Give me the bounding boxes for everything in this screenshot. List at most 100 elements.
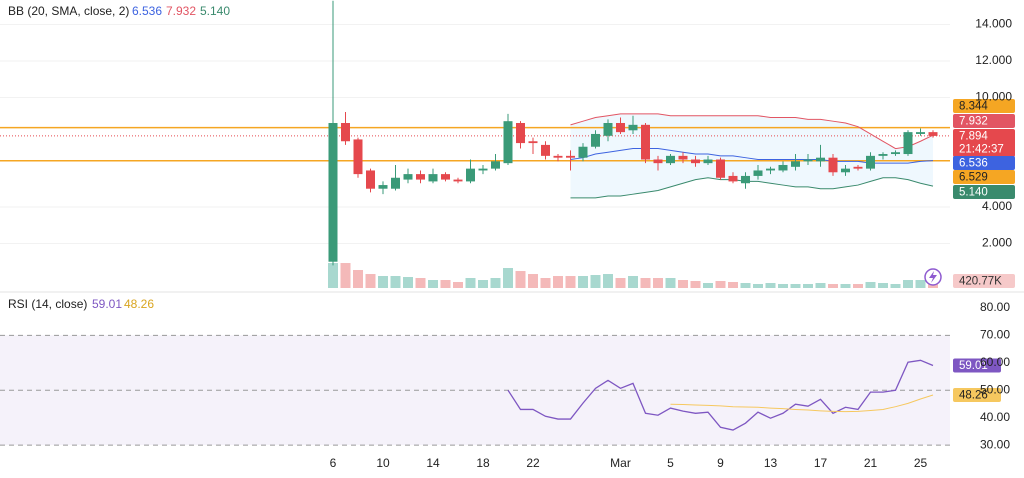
bb-legend-basis: 6.536 — [132, 4, 162, 18]
y-tick-label: 50.00 — [980, 382, 1010, 396]
price-badge-bg — [953, 129, 1015, 157]
level-badge-bg — [953, 99, 1015, 113]
volume-bar — [853, 284, 863, 288]
rsi-band — [0, 335, 950, 446]
alert-icon[interactable] — [924, 268, 942, 286]
volume-bar — [578, 276, 588, 288]
candle-body — [328, 123, 338, 262]
candle-body — [853, 166, 863, 169]
candle-body — [678, 155, 688, 160]
candle-body — [378, 185, 388, 189]
lower-badge: 5.140 — [959, 187, 988, 199]
y-tick-label: 30.00 — [980, 437, 1010, 451]
bb-legend-title: BB (20, SMA, close, 2) — [8, 4, 129, 18]
volume-bar — [503, 268, 513, 288]
candle-body — [341, 123, 350, 142]
volume-bar — [840, 284, 851, 288]
rsi-badge-bg — [953, 358, 1001, 373]
basis-badge-bg — [953, 156, 1015, 170]
candle-body — [491, 161, 500, 169]
volume-bar — [665, 278, 676, 288]
countdown: 21:42:37 — [959, 144, 1004, 156]
band-fill — [570, 113, 933, 198]
rsi-line — [670, 394, 934, 413]
candle-body — [716, 159, 725, 178]
candle-body — [391, 177, 400, 189]
rsi-line — [507, 359, 934, 431]
upper-badge-bg — [953, 114, 1015, 128]
volume-bar — [753, 284, 763, 288]
candle-body — [641, 124, 650, 160]
candle-body — [366, 170, 375, 189]
candle-body — [653, 159, 663, 164]
candle-body — [428, 174, 438, 182]
volume-bar — [815, 283, 826, 288]
level-badge: 8.344 — [959, 101, 988, 113]
y-tick-label: 10.000 — [975, 90, 1012, 104]
candle-body — [616, 123, 625, 133]
candle-body — [578, 146, 588, 158]
lower-badge-bg — [953, 185, 1015, 199]
volume-bar — [328, 263, 338, 288]
y-tick-label: 40.00 — [980, 410, 1010, 424]
candle-body — [628, 124, 638, 131]
candle-body — [691, 159, 700, 164]
rsi-pane — [0, 334, 950, 446]
candle-body — [591, 133, 600, 147]
x-tick-label: 13 — [764, 456, 778, 470]
volume-bar — [465, 278, 476, 288]
candle-body — [516, 123, 525, 144]
volume-bar — [628, 276, 638, 288]
rsi-badge: 59.01 — [959, 360, 988, 372]
x-tick-label: 21 — [864, 456, 878, 470]
volume-badge: 420.77K — [959, 276, 1002, 288]
candle-body — [466, 168, 475, 182]
candle-body — [553, 155, 563, 158]
candle-body — [841, 168, 850, 173]
volume-bar — [478, 280, 488, 288]
candle-body — [803, 159, 813, 162]
candle-body — [878, 154, 888, 156]
bb-line — [570, 177, 934, 199]
y-tick-label: 12.000 — [975, 53, 1012, 67]
volume-bar — [340, 263, 351, 288]
volume-bar — [903, 280, 913, 288]
candle-body — [528, 141, 538, 144]
volume-bar — [615, 278, 626, 288]
volume-bar — [440, 280, 451, 288]
bb-line — [570, 113, 934, 150]
volume-badge-bg — [953, 274, 1015, 288]
rsi-legend-title: RSI (14, close) — [8, 297, 87, 311]
x-tick-label: 10 — [376, 456, 390, 470]
volume-bar — [428, 280, 438, 288]
volume-bar — [828, 284, 838, 288]
x-tick-label: 5 — [667, 456, 674, 470]
volume-bar — [540, 278, 551, 288]
candle-body — [741, 175, 750, 184]
volume-bar — [453, 281, 463, 288]
volume-bar — [803, 284, 813, 288]
volume-bar — [353, 270, 363, 288]
volume-bar — [790, 284, 801, 288]
candle-body — [916, 132, 925, 134]
volume-bar — [390, 276, 401, 288]
volume-bar — [565, 276, 576, 288]
y-tick-label: 4.000 — [982, 199, 1012, 213]
candle-body — [541, 144, 550, 156]
rsi-badge-bg — [953, 388, 1001, 403]
volume-bar — [678, 280, 688, 288]
candle-body — [866, 155, 875, 169]
candle-body — [603, 123, 613, 136]
y-tick-label: 70.00 — [980, 328, 1010, 342]
candle-body — [928, 132, 938, 136]
x-tick-label: Mar — [610, 456, 631, 470]
volume-bar — [690, 281, 701, 288]
volume-bar — [728, 281, 738, 288]
volume-bar — [890, 284, 901, 288]
candle-body — [903, 132, 913, 155]
candle-body — [566, 155, 575, 158]
candle-body — [791, 161, 800, 167]
volume-bar — [603, 274, 613, 288]
